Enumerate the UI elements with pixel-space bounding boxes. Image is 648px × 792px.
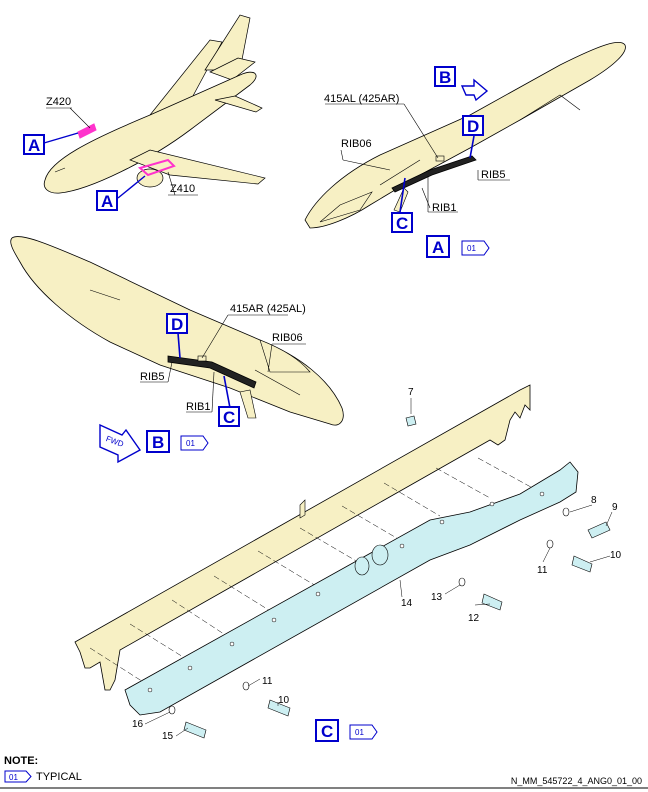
label-415al: 415AL (425AR) (324, 93, 399, 105)
view-a-title[interactable]: A 01 (426, 235, 490, 258)
label-rib06-top: RIB06 (341, 138, 372, 150)
label-rib1-bottom: RIB1 (186, 401, 210, 413)
note-badge-icon: 01 (4, 770, 32, 783)
callout-a-wing[interactable]: A (23, 134, 45, 155)
svg-text:D: D (171, 315, 183, 334)
aircraft-overview: Z420 Z410 A A (23, 14, 266, 211)
item-9: 9 (612, 502, 618, 513)
view-a-wing: 415AL (425AR) RIB06 RIB5 RIB1 D C B A 01 (304, 41, 626, 258)
zone-label-z420: Z420 (46, 96, 71, 108)
view-b-title[interactable]: B 01 (146, 430, 209, 453)
view-c-exploded: 7 8 9 10 11 12 13 14 11 10 16 15 C 01 (74, 384, 622, 742)
view-a-ref: 01 (467, 244, 476, 253)
label-rib5-top: RIB5 (481, 169, 505, 181)
fastener-item-10-right (571, 555, 593, 573)
svg-text:C: C (321, 722, 333, 741)
item-7: 7 (408, 387, 414, 398)
fastener-item-15 (183, 721, 207, 739)
view-b-arrow-icon (460, 78, 489, 102)
svg-text:B: B (152, 433, 164, 452)
label-rib1-top: RIB1 (432, 202, 456, 214)
fastener-item-12 (481, 593, 503, 611)
svg-text:01: 01 (9, 773, 18, 782)
document-reference: N_MM_545722_4_ANG0_01_00 (510, 776, 642, 786)
callout-d-top[interactable]: D (462, 115, 484, 136)
callout-d-bottom[interactable]: D (166, 313, 188, 334)
item-8: 8 (591, 495, 597, 506)
item-14: 14 (401, 598, 413, 609)
view-b-wing: 415AR (425AL) RIB06 RIB5 RIB1 D C FWD B … (10, 236, 344, 464)
callout-c-top[interactable]: C (391, 212, 413, 233)
view-c-ref: 01 (355, 728, 364, 737)
view-b-ref: 01 (186, 439, 195, 448)
fastener-item-10-left (267, 699, 291, 717)
svg-text:D: D (467, 117, 479, 136)
note-typical: TYPICAL (36, 771, 82, 783)
label-rib5-bottom: RIB5 (140, 371, 164, 383)
callout-c-bottom[interactable]: C (218, 406, 240, 427)
item-10-left: 10 (278, 695, 290, 706)
svg-text:B: B (439, 68, 451, 87)
fwd-arrow-icon: FWD (99, 423, 142, 464)
item-11-left: 11 (262, 676, 273, 687)
svg-text:A: A (28, 136, 40, 155)
view-c-title[interactable]: C 01 (315, 719, 378, 742)
svg-text:A: A (101, 192, 113, 211)
svg-text:C: C (223, 408, 235, 427)
svg-text:C: C (396, 214, 408, 233)
item-16: 16 (132, 719, 144, 730)
callout-b-top[interactable]: B (434, 66, 456, 87)
nut-item-7 (405, 415, 417, 427)
svg-text:A: A (432, 238, 444, 257)
item-12: 12 (468, 613, 480, 624)
item-13: 13 (431, 592, 443, 603)
callout-a-fuselage[interactable]: A (96, 190, 118, 211)
item-10-right: 10 (610, 550, 622, 561)
label-415ar: 415AR (425AL) (230, 303, 306, 315)
item-11-right: 11 (537, 565, 548, 576)
label-rib06-bottom: RIB06 (272, 332, 303, 344)
item-15: 15 (162, 731, 174, 742)
fastener-item-9 (587, 521, 611, 539)
zone-label-z410: Z410 (170, 183, 195, 195)
note-title: NOTE: (4, 755, 39, 767)
